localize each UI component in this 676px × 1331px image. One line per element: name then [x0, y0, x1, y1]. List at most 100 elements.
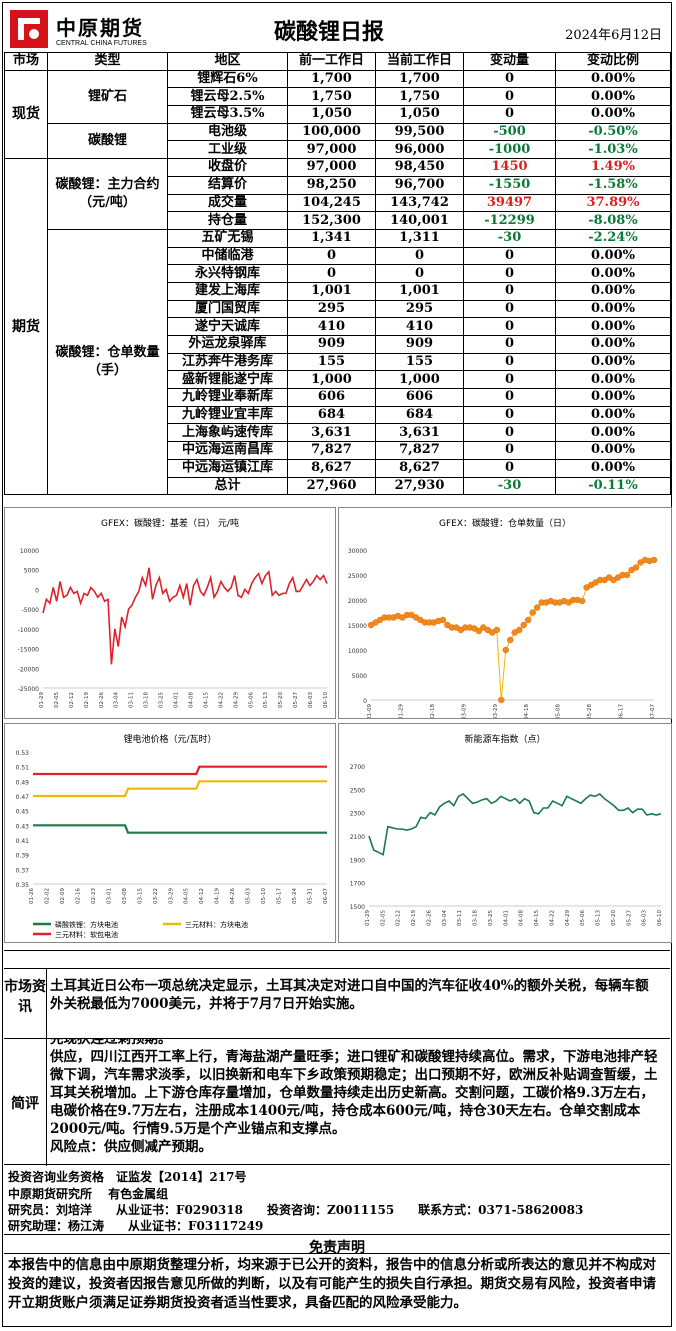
y-tick-label: 25000 — [348, 573, 367, 580]
cur-value: 98,450 — [375, 158, 464, 177]
type-cell: 碳酸锂：主力合约（元/吨） — [47, 158, 168, 230]
y-tick-label: 0.45 — [16, 809, 30, 816]
disclaimer-title: 免责声明 — [309, 1240, 365, 1256]
change-pct: -8.08% — [555, 211, 671, 230]
cur-value: 1,001 — [375, 281, 464, 301]
cur-value: 140,001 — [375, 211, 464, 230]
cur-value: 7,827 — [375, 441, 464, 460]
y-tick-label: 2500 — [350, 787, 365, 794]
data-point — [578, 597, 586, 605]
y-tick-label: -15000 — [18, 647, 39, 654]
news-label: 市场资讯 — [4, 979, 46, 1015]
basis-chart: GFEX：碳酸锂：基差（日） 元/吨 10000 5000 0 -5000 -10000… — [4, 507, 336, 719]
change-value: 0 — [463, 335, 556, 354]
table-row: 成交量 104,245 143,742 39497 37.89% — [5, 193, 671, 213]
x-tick-label: 04-01 — [503, 910, 509, 926]
x-tick-label: 06-03 — [642, 910, 648, 926]
prev-value: 3,631 — [287, 423, 376, 443]
data-point — [502, 646, 509, 654]
change-value: 0 — [463, 352, 556, 372]
series-line — [33, 765, 327, 776]
x-tick-label: 04-15 — [534, 910, 540, 926]
change-pct: 0.00% — [555, 388, 671, 407]
header-cur: 当前工作日 — [375, 52, 464, 71]
row-name: 锂辉石6% — [167, 69, 288, 89]
change-pct: 1.49% — [555, 158, 671, 177]
legend-label: 磷酸铁锂：方块电池 — [55, 920, 118, 929]
x-tick-label: 03-01 — [106, 888, 112, 904]
y-tick-label: 0.43 — [16, 823, 30, 830]
x-tick-label: 03-25 — [159, 692, 165, 708]
x-tick-label: 02-23 — [91, 888, 97, 904]
cur-value: 96,000 — [375, 140, 464, 160]
battery-price-chart-svg: 0.53 0.51 0.49 0.47 0.45 0.43 0.41 0.39 0.37 0.35… — [16, 750, 329, 939]
row-name: 成交量 — [167, 193, 288, 213]
x-tick-label: 04-22 — [549, 910, 555, 926]
change-pct: -2.24% — [555, 228, 671, 248]
row-name: 收盘价 — [167, 158, 288, 177]
y-tick-label: 0 — [35, 587, 39, 594]
type-cell: 碳酸锂 — [47, 122, 168, 160]
x-tick-label: 03-18 — [473, 910, 479, 926]
x-tick-label: 06-17 — [619, 704, 625, 718]
change-pct: -1.03% — [555, 140, 671, 160]
y-tick-label: 0.49 — [16, 779, 30, 786]
table-row: 期货 碳酸锂：主力合约（元/吨） 收盘价 97,000 98,450 1450 1.49% — [4, 158, 671, 496]
x-tick-label: 05-10 — [261, 888, 267, 904]
x-tick-label: 03-15 — [137, 888, 143, 904]
x-tick-label: 04-01 — [174, 692, 180, 708]
x-tick-label: 05-27 — [626, 910, 632, 926]
table-row: 碳酸锂 电池级 100,000 99,500 -500 -0.50% — [5, 122, 671, 160]
x-tick-label: 05-13 — [263, 692, 269, 708]
x-tick-label: 05-20 — [278, 692, 284, 708]
review-text: 供应，四川江西开工率上行，青海盐湖产量旺季；进口锂矿和碳酸锂持续高位。需求，下游… — [50, 1049, 658, 1137]
x-tick-label: 06-03 — [308, 692, 314, 708]
x-tick-label: 04-15 — [203, 692, 209, 708]
x-tick-label: 05-20 — [611, 910, 617, 926]
y-tick-label: 1700 — [350, 881, 365, 888]
x-tick-label: 02-26 — [99, 692, 105, 708]
x-tick-label: 03-11 — [457, 910, 463, 926]
x-tick-label: 01-26 — [29, 888, 35, 904]
change-value: -1550 — [463, 175, 556, 195]
y-tick-label: 2100 — [350, 834, 365, 841]
x-tick-label: 02-09 — [60, 888, 66, 904]
change-value: 0 — [463, 87, 556, 107]
row-name: 持仓量 — [167, 211, 288, 230]
disclaimer-text: 本报告中的信息由中原期货整理分析，均来源于已公开的资料，报告中的信息分析或所表达… — [8, 1257, 656, 1311]
table-row: 上海象屿速传库 3,631 3,631 0 0.00% — [5, 423, 671, 443]
data-point — [516, 626, 523, 634]
x-tick-label: 05-17 — [277, 888, 283, 904]
change-pct: 0.00% — [555, 335, 671, 354]
data-point — [534, 604, 541, 611]
logo-subtitle: CENTRAL CHINA FUTURES — [56, 40, 147, 47]
x-tick-label: 02-26 — [426, 910, 432, 926]
x-tick-label: 06-07 — [323, 888, 329, 904]
table-row: 中储临港 0 0 0 0.00% — [5, 246, 671, 266]
data-point — [525, 616, 532, 624]
change-pct: -1.58% — [555, 175, 671, 195]
series-line — [33, 780, 327, 798]
y-tick-label: -5000 — [22, 607, 40, 614]
x-tick-label: 03-29 — [493, 704, 499, 718]
data-point — [498, 696, 505, 704]
y-tick-label: 0.41 — [16, 838, 30, 845]
y-tick-label: 15000 — [348, 623, 367, 630]
cur-value: 99,500 — [375, 122, 464, 142]
legend-label: 三元材料：方块电池 — [185, 920, 248, 929]
cur-value: 1,750 — [375, 87, 464, 107]
change-value: 0 — [463, 423, 556, 443]
x-tick-label: 03-18 — [144, 692, 150, 708]
cur-value: 0 — [375, 246, 464, 266]
cur-value: 27,930 — [375, 476, 464, 496]
chart-title: GFEX：碳酸锂：仓单数量（日） — [438, 519, 571, 529]
x-tick-label: 04-19 — [215, 888, 221, 904]
table-row: 锂云母2.5% 1,750 1,750 0 0.00% — [5, 87, 671, 107]
change-pct: 0.00% — [555, 246, 671, 266]
x-tick-label: 01-29 — [398, 704, 404, 718]
change-pct: 0.00% — [555, 458, 671, 478]
y-tick-label: 5000 — [352, 673, 367, 680]
prev-value: 684 — [287, 405, 376, 425]
header-pct: 变动比例 — [555, 52, 671, 71]
